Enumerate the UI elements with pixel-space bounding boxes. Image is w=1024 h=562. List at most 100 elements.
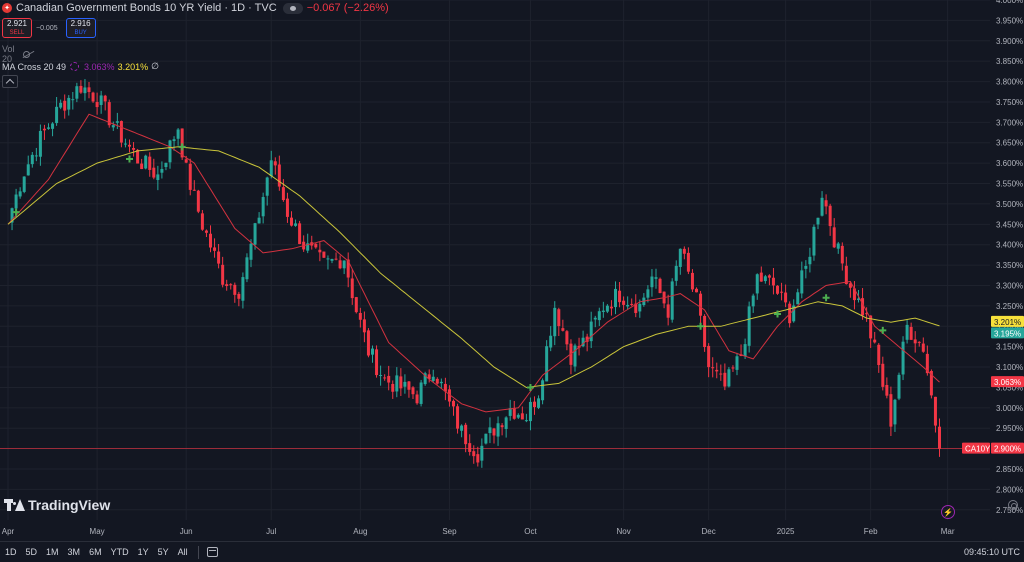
range-button-1m[interactable]: 1M bbox=[46, 547, 59, 557]
candle-body bbox=[285, 198, 289, 217]
candle-body bbox=[67, 97, 71, 110]
candle-body bbox=[338, 260, 342, 269]
candle-body bbox=[869, 315, 873, 339]
candle-body bbox=[460, 425, 464, 431]
price-tags: 3.201% 3.195% 3.063% 2.900%CA10Y bbox=[962, 315, 1024, 454]
candle-body bbox=[670, 281, 674, 320]
time-axis: Apr May Jun Jul Aug Sep Oct Nov Dec 2025 Feb Mar bbox=[2, 527, 955, 536]
candle-body bbox=[492, 428, 496, 436]
candle-body bbox=[686, 252, 690, 272]
x-tick-label: Nov bbox=[616, 527, 630, 536]
y-tick-label: 3.750% bbox=[996, 98, 1023, 107]
buy-button[interactable]: 2.916 BUY bbox=[65, 18, 96, 38]
collapse-legend-button[interactable] bbox=[2, 75, 18, 88]
range-button-6m[interactable]: 6M bbox=[89, 547, 102, 557]
candle-body bbox=[10, 208, 14, 223]
candle-body bbox=[350, 278, 354, 299]
y-tick-label: 3.800% bbox=[996, 78, 1023, 87]
price-chart[interactable]: 4.000% 3.950% 3.900% 3.850% 3.800% 3.750% 3.70… bbox=[0, 0, 1024, 541]
candle-body bbox=[435, 378, 439, 384]
candle-body bbox=[241, 277, 245, 301]
tradingview-mark-icon bbox=[4, 499, 25, 511]
candle-body bbox=[123, 143, 127, 145]
tradingview-logo[interactable]: TradingView bbox=[4, 497, 110, 513]
candle-body bbox=[557, 309, 561, 327]
y-tick-label: 2.800% bbox=[996, 485, 1023, 494]
candle-body bbox=[885, 385, 889, 396]
candle-body bbox=[589, 321, 593, 342]
ma-fast-value: 3.063% bbox=[84, 61, 115, 72]
range-button-ytd[interactable]: YTD bbox=[110, 547, 129, 557]
candle-body bbox=[399, 376, 403, 389]
symbol-tag-bg bbox=[962, 442, 990, 454]
candle-body bbox=[727, 369, 731, 387]
range-button-3m[interactable]: 3M bbox=[67, 547, 81, 557]
candle-body bbox=[707, 345, 711, 368]
candle-body bbox=[893, 399, 897, 425]
candle-body bbox=[196, 190, 200, 212]
candle-body bbox=[654, 277, 658, 279]
visibility-toggle-icon[interactable] bbox=[282, 2, 303, 14]
candle-body bbox=[690, 272, 694, 290]
candle-body bbox=[229, 284, 233, 286]
candle-body bbox=[75, 86, 79, 99]
price-tag-bg bbox=[991, 376, 1024, 388]
candle-body bbox=[172, 139, 176, 142]
range-button-1d[interactable]: 1D bbox=[5, 547, 17, 557]
volume-indicator-label[interactable]: Vol 20 bbox=[2, 44, 15, 64]
candle-body bbox=[852, 288, 856, 301]
y-tick-label: 3.350% bbox=[996, 261, 1023, 270]
candle-body bbox=[650, 276, 654, 288]
candle-body bbox=[144, 155, 148, 169]
candle-body bbox=[808, 256, 812, 265]
candle-body bbox=[407, 381, 411, 390]
ma-cross-label[interactable]: MA Cross 20 49 bbox=[2, 61, 67, 72]
hidden-eye-icon[interactable] bbox=[22, 50, 30, 58]
candle-body bbox=[735, 356, 739, 370]
settings-gear-icon[interactable] bbox=[1008, 500, 1018, 510]
candle-body bbox=[516, 414, 520, 418]
candle-body bbox=[804, 265, 808, 269]
candle-body bbox=[508, 408, 512, 416]
y-tick-label: 3.650% bbox=[996, 139, 1023, 148]
price-tag-text: 3.195% bbox=[994, 329, 1021, 338]
y-tick-label: 3.900% bbox=[996, 37, 1023, 46]
range-button-5y[interactable]: 5Y bbox=[157, 547, 169, 557]
y-tick-label: 3.300% bbox=[996, 281, 1023, 290]
candle-body bbox=[14, 194, 18, 209]
candle-body bbox=[265, 177, 269, 196]
x-tick-label: 2025 bbox=[777, 527, 795, 536]
range-button-all[interactable]: All bbox=[177, 547, 188, 557]
ma-cross-marker bbox=[126, 155, 133, 163]
candle-body bbox=[326, 258, 330, 260]
candle-body bbox=[415, 394, 419, 404]
candle-body bbox=[614, 288, 617, 308]
candle-body bbox=[103, 95, 107, 102]
candle-body bbox=[857, 298, 860, 300]
candle-body bbox=[87, 87, 91, 93]
utc-clock[interactable]: 09:45:10 UTC bbox=[963, 547, 1020, 557]
ma-cross-markers bbox=[12, 143, 887, 391]
calendar-icon[interactable] bbox=[206, 547, 218, 557]
candle-body bbox=[115, 121, 119, 123]
sell-button[interactable]: 2.921 SELL bbox=[2, 18, 32, 38]
candle-body bbox=[537, 398, 541, 408]
ma-49-line bbox=[7, 146, 940, 389]
ma-extra-value: ∅ bbox=[151, 61, 159, 71]
candle-body bbox=[71, 99, 75, 101]
x-tick-label: Aug bbox=[353, 527, 367, 536]
candle-body bbox=[480, 445, 484, 461]
symbol-title[interactable]: Canadian Government Bonds 10 YR Yield · … bbox=[16, 2, 277, 14]
candle-body bbox=[780, 291, 784, 293]
candle-body bbox=[622, 300, 626, 305]
range-button-1y[interactable]: 1Y bbox=[137, 547, 149, 557]
spread-value: −0.005 bbox=[36, 24, 58, 32]
lightning-icon[interactable]: ⚡ bbox=[941, 505, 955, 519]
x-tick-label: May bbox=[90, 527, 105, 536]
candle-body bbox=[496, 423, 500, 437]
candle-body bbox=[601, 310, 605, 312]
candle-body bbox=[626, 304, 630, 307]
candle-body bbox=[581, 337, 585, 347]
candle-body bbox=[938, 426, 941, 449]
range-button-5d[interactable]: 5D bbox=[25, 547, 38, 557]
